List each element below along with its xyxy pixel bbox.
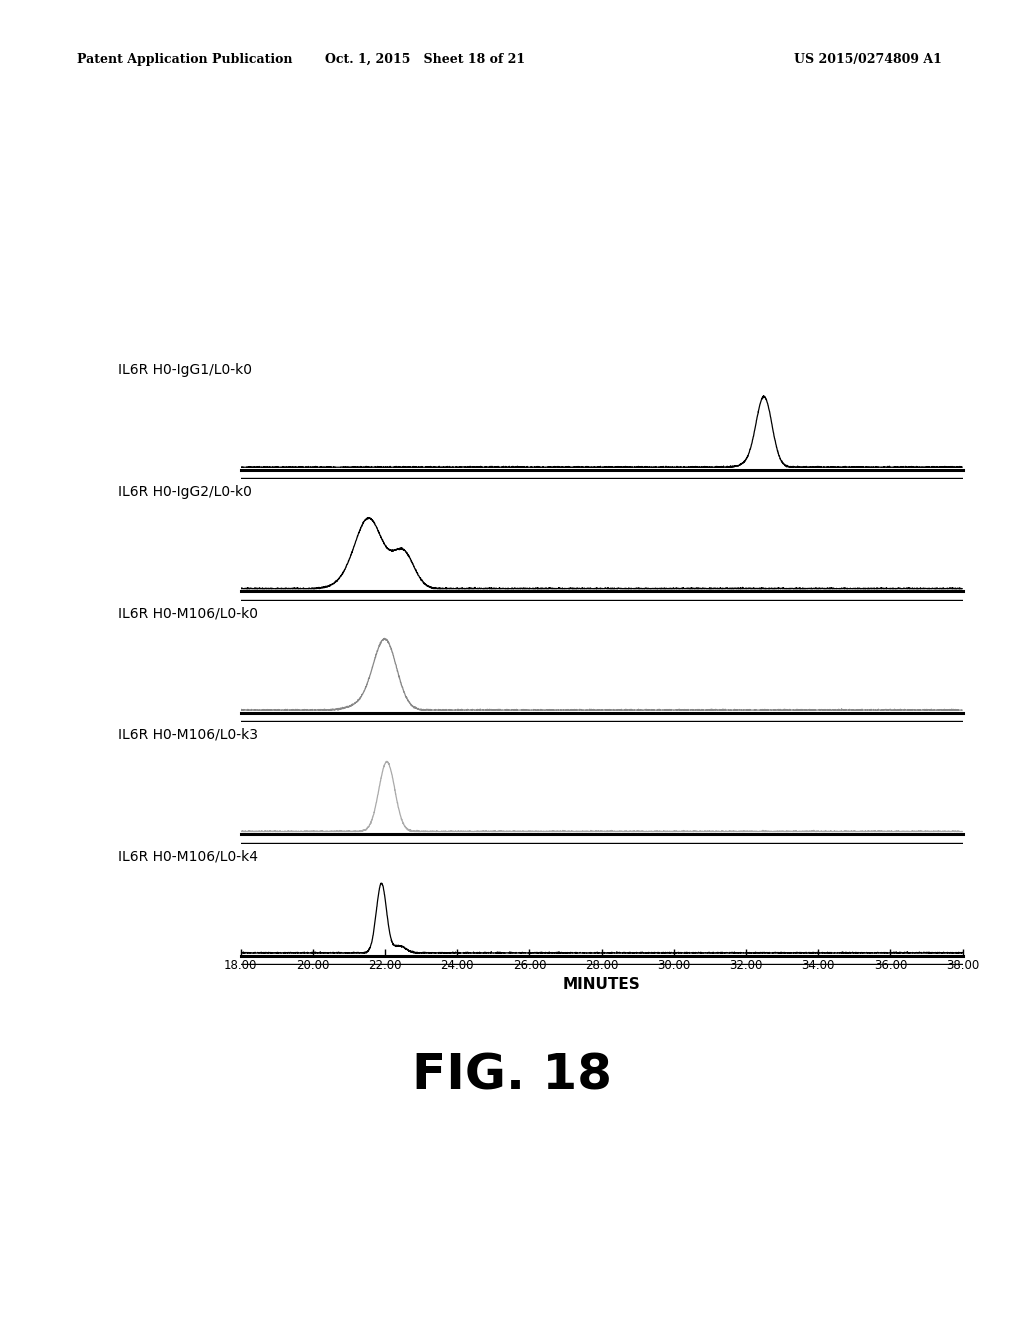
Text: US 2015/0274809 A1: US 2015/0274809 A1 (794, 53, 941, 66)
X-axis label: MINUTES: MINUTES (563, 977, 640, 993)
Text: IL6R H0-IgG2/L0-k0: IL6R H0-IgG2/L0-k0 (118, 484, 252, 499)
Text: Oct. 1, 2015   Sheet 18 of 21: Oct. 1, 2015 Sheet 18 of 21 (325, 53, 525, 66)
Text: FIG. 18: FIG. 18 (412, 1052, 612, 1100)
Text: Patent Application Publication: Patent Application Publication (77, 53, 292, 66)
Text: IL6R H0-M106/L0-k3: IL6R H0-M106/L0-k3 (118, 727, 258, 742)
Text: IL6R H0-M106/L0-k0: IL6R H0-M106/L0-k0 (118, 606, 258, 620)
Text: IL6R H0-IgG1/L0-k0: IL6R H0-IgG1/L0-k0 (118, 363, 252, 378)
Text: IL6R H0-M106/L0-k4: IL6R H0-M106/L0-k4 (118, 849, 258, 863)
